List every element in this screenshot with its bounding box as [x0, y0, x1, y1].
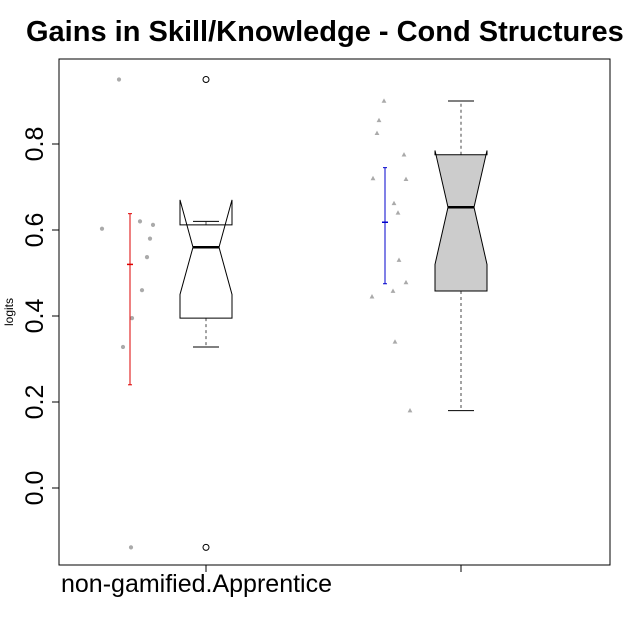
- data-point: [392, 339, 398, 344]
- y-tick-label: 0.8: [21, 127, 49, 162]
- data-point: [407, 408, 413, 413]
- data-point: [396, 257, 402, 262]
- data-point: [116, 77, 122, 82]
- data-point: [395, 210, 401, 215]
- data-point: [403, 279, 409, 285]
- data-point: [144, 254, 150, 260]
- data-point: [137, 219, 143, 224]
- data-point: [120, 344, 126, 350]
- x-tick-label: non-gamified.Apprentice: [61, 570, 332, 598]
- notched-box: [434, 150, 488, 292]
- data-point: [150, 222, 156, 227]
- data-point: [147, 236, 153, 241]
- y-axis-label: logits: [2, 298, 16, 326]
- outlier-point: [202, 543, 210, 551]
- y-tick-label: 0.4: [21, 299, 49, 334]
- outlier-point: [202, 76, 210, 83]
- box-groups: [99, 76, 488, 551]
- data-point: [376, 117, 382, 123]
- plot-frame: [58, 58, 611, 566]
- chart-title: Gains in Skill/Knowledge - Cond Structur…: [26, 16, 624, 48]
- data-point: [391, 200, 397, 206]
- data-point: [401, 152, 407, 157]
- data-point: [370, 175, 376, 181]
- data-point: [403, 176, 409, 182]
- notched-box: [179, 199, 233, 319]
- y-tick-label: 0.6: [21, 213, 49, 248]
- x-axis: non-gamified.Apprentice: [61, 565, 462, 598]
- data-point: [390, 288, 396, 293]
- data-point: [369, 294, 375, 299]
- y-tick-label: 0.0: [21, 471, 49, 506]
- box-group: [99, 76, 233, 551]
- y-tick-label: 0.2: [21, 385, 49, 420]
- data-point: [128, 545, 134, 550]
- data-point: [374, 130, 380, 136]
- data-point: [129, 316, 135, 321]
- y-axis: 0.0 0.2 0.4 0.6 0.8: [21, 127, 60, 506]
- data-point: [381, 98, 387, 103]
- data-point: [99, 226, 105, 231]
- box-group: [369, 98, 488, 413]
- data-point: [139, 288, 145, 293]
